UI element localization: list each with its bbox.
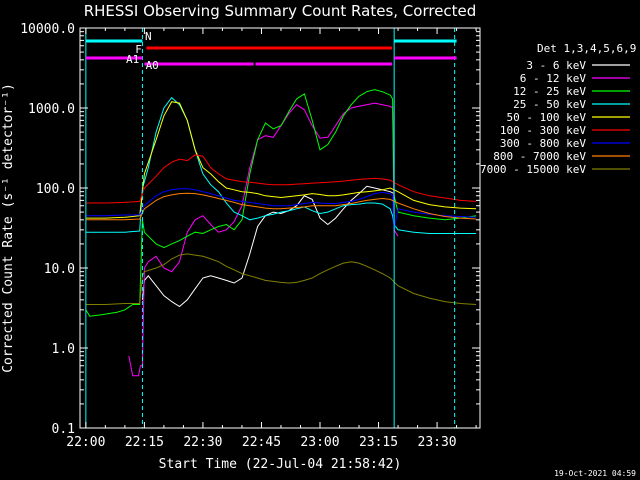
flag-label-a1: A1 <box>126 53 139 66</box>
x-tick-label-5: 23:15 <box>359 435 398 450</box>
y-axis-label: Corrected Count Rate (s⁻¹ detector⁻¹) <box>1 83 16 373</box>
series-line-5 <box>85 154 477 204</box>
axes: 22:00 22:15 22:30 22:45 23:00 23:15 23:30 0.1 1.… <box>20 22 481 450</box>
legend-label-5: 100 - 300 keV <box>500 124 586 137</box>
footer-date: 19-Oct-2021 04:59 <box>554 469 636 478</box>
x-tick-label-2: 22:30 <box>183 435 222 450</box>
legend-label-0: 3 - 6 keV <box>526 59 586 72</box>
legend-label-8: 7000 - 15000 keV <box>480 163 586 176</box>
series-line-8 <box>85 253 477 305</box>
x-axis-label: Start Time (22-Jul-04 21:58:42) <box>159 457 402 472</box>
x-tick-label-6: 23:30 <box>418 435 457 450</box>
y-tick-label-1: 1.0 <box>52 342 75 357</box>
legend-label-4: 50 - 100 keV <box>507 111 587 124</box>
y-tick-label-4: 1000.0 <box>28 102 75 117</box>
x-tick-label-0: 22:00 <box>66 435 105 450</box>
series-line-4 <box>85 101 477 219</box>
flag-label-a0: A0 <box>146 59 159 72</box>
flag-label-n: N <box>145 30 152 43</box>
plot-frame <box>79 27 481 429</box>
legend-label-1: 6 - 12 keV <box>520 72 587 85</box>
series-line-6 <box>85 188 477 230</box>
legend-label-3: 25 - 50 keV <box>513 98 586 111</box>
flag-label-f: F <box>135 43 142 56</box>
legend-label-6: 300 - 800 keV <box>500 137 586 150</box>
chart-title: RHESSI Observing Summary Count Rates, Co… <box>84 2 477 20</box>
legend-label-2: 12 - 25 keV <box>513 85 586 98</box>
x-tick-label-4: 23:00 <box>300 435 339 450</box>
x-tick-label-1: 22:15 <box>125 435 164 450</box>
y-tick-label-0: 0.1 <box>52 422 75 437</box>
y-tick-label-5: 10000.0 <box>20 22 75 37</box>
legend-label-7: 800 - 7000 keV <box>493 150 586 163</box>
y-tick-label-2: 10.0 <box>44 262 75 277</box>
legend-title: Det 1,3,4,5,6,9 <box>537 42 636 55</box>
x-tick-label-3: 22:45 <box>242 435 281 450</box>
series-line-3 <box>85 96 477 234</box>
y-tick-label-3: 100.0 <box>36 182 75 197</box>
series-line-2 <box>85 89 477 317</box>
series-line-7 <box>85 192 477 221</box>
